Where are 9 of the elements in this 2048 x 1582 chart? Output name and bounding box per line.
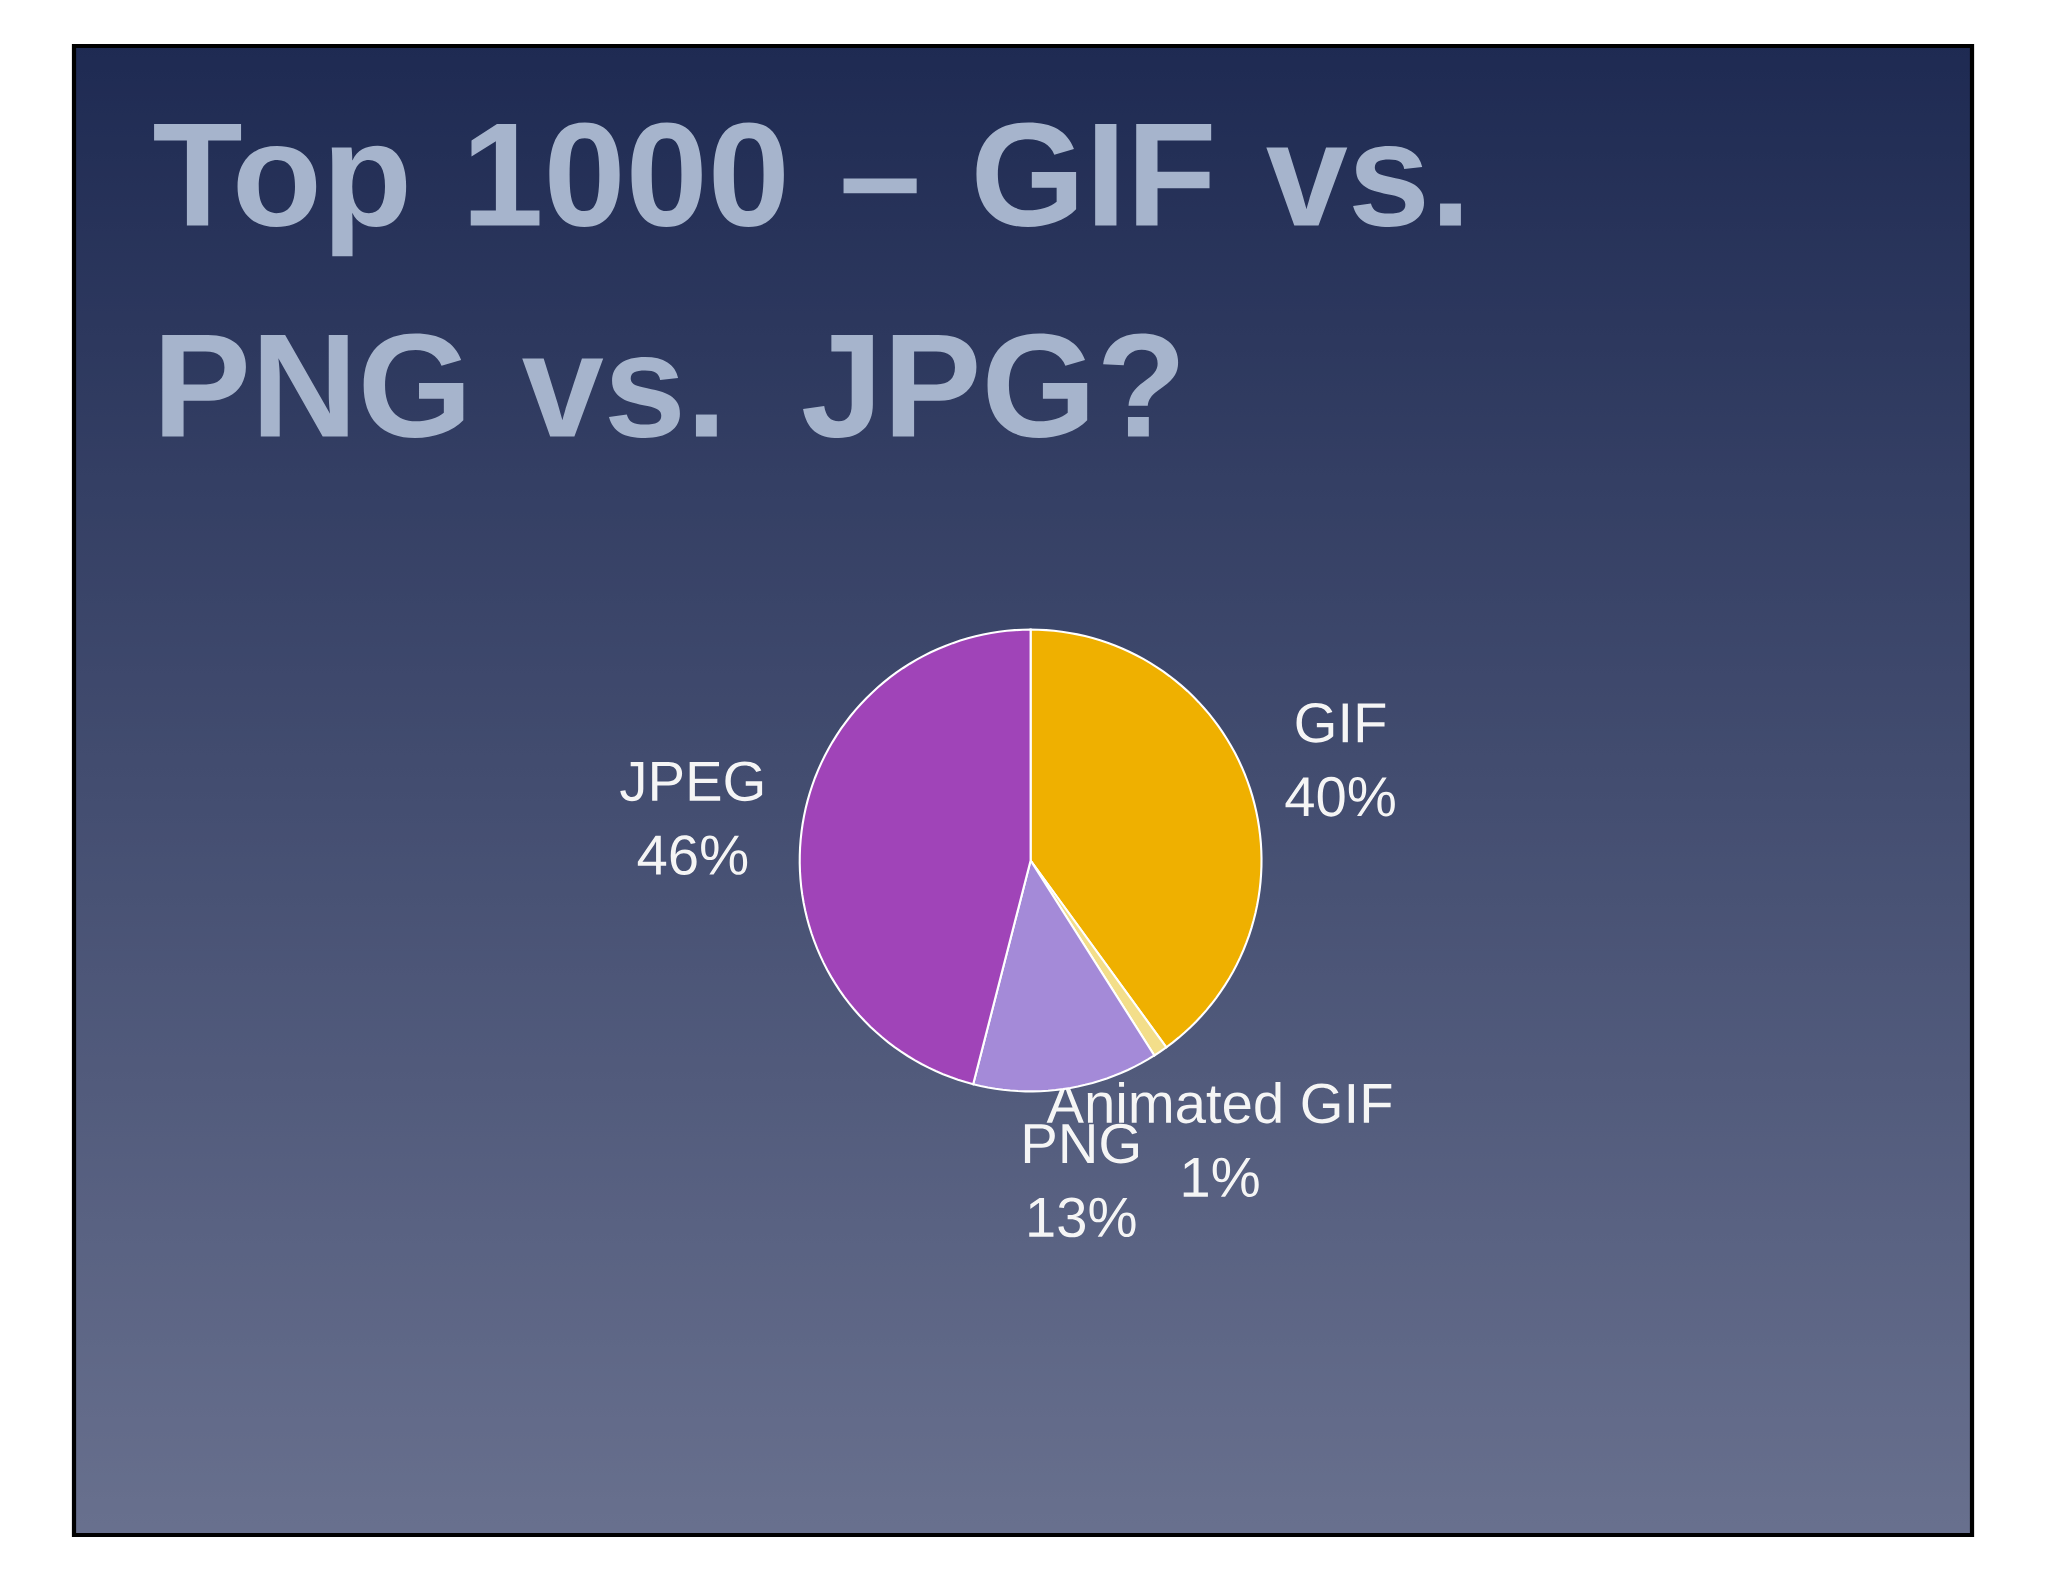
data-label: 13% [1029,1197,1136,1238]
slice-label: GIF [1296,702,1386,743]
data-label: 40% [1285,776,1395,817]
chart-title: Top 1000 – GIF vs. PNG vs. JPG? [154,122,1461,438]
data-label: 46% [637,835,748,876]
slice-label: PNG [1024,1123,1138,1164]
data-label: 1% [1183,1157,1259,1198]
slice-label: Animated GIF [1046,1082,1392,1124]
slice-label: JPEG [620,761,763,802]
